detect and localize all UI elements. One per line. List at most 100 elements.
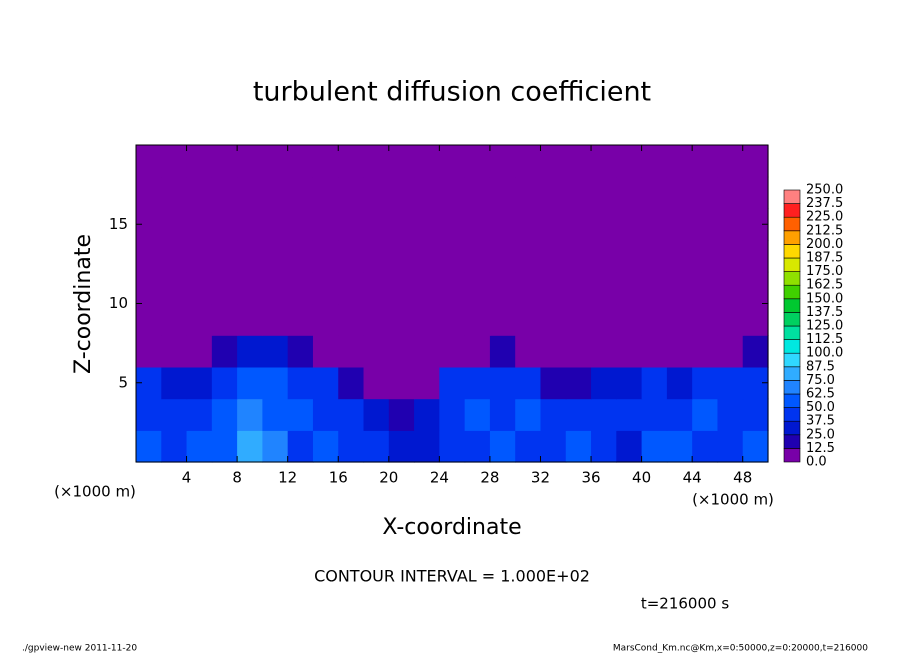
heatmap-cell xyxy=(338,430,365,463)
x-unit-label: (×1000 m) xyxy=(692,491,774,509)
colorbar-label: 150.0 xyxy=(806,291,843,306)
heatmap-cell xyxy=(742,271,769,305)
heatmap-cell xyxy=(515,208,542,241)
y-tick-label: 15 xyxy=(109,215,128,233)
heatmap-cell xyxy=(312,398,339,431)
heatmap-cell xyxy=(641,145,668,178)
heatmap-cell xyxy=(439,208,466,241)
x-tick-label: 16 xyxy=(329,469,348,487)
heatmap-cell xyxy=(540,145,567,178)
heatmap-cell xyxy=(565,208,592,241)
heatmap-cell xyxy=(489,335,516,368)
colorbar-label: 112.5 xyxy=(806,332,843,347)
y-tick-label: 10 xyxy=(109,294,128,312)
colorbar-label: 212.5 xyxy=(806,223,843,238)
heatmap-cell xyxy=(565,176,592,209)
colorbar-bin xyxy=(783,244,801,259)
colorbar-label: 12.5 xyxy=(806,441,835,456)
heatmap-cell xyxy=(692,366,719,400)
heatmap-cell xyxy=(515,271,542,305)
heatmap-cell xyxy=(237,176,263,209)
heatmap-cell xyxy=(186,176,213,209)
heatmap-cell xyxy=(414,430,440,463)
heatmap-cell xyxy=(591,335,617,368)
heatmap-cell xyxy=(489,398,516,431)
heatmap-cell xyxy=(616,176,643,209)
heatmap-cell xyxy=(616,240,643,273)
heatmap-cell xyxy=(161,303,188,336)
heatmap-cell xyxy=(161,208,188,241)
heatmap-cell xyxy=(742,240,769,273)
heatmap-cell xyxy=(338,208,365,241)
heatmap-cell xyxy=(464,335,491,368)
heatmap-cell xyxy=(439,398,466,431)
heatmap-cell xyxy=(237,366,263,400)
heatmap-cell xyxy=(388,145,415,178)
heatmap-cell xyxy=(717,271,744,305)
heatmap-cell xyxy=(515,366,542,400)
heatmap-cell xyxy=(237,208,263,241)
heatmap-cell xyxy=(439,145,466,178)
heatmap-cell xyxy=(388,335,415,368)
heatmap-cell xyxy=(388,366,415,400)
heatmap-cell xyxy=(237,271,263,305)
colorbar-bin xyxy=(783,366,801,381)
heatmap-cell xyxy=(287,303,314,336)
heatmap-cell xyxy=(666,366,693,400)
heatmap-cell xyxy=(489,176,516,209)
heatmap-cell xyxy=(287,335,314,368)
colorbar-label: 75.0 xyxy=(806,373,835,388)
heatmap-cell xyxy=(211,398,238,431)
colorbar-bin xyxy=(783,325,801,340)
heatmap-cell xyxy=(464,145,491,178)
colorbar-label: 100.0 xyxy=(806,346,843,361)
heatmap-cell xyxy=(161,271,188,305)
heatmap-cell xyxy=(262,208,289,241)
heatmap-cell xyxy=(312,271,339,305)
heatmap-cell xyxy=(312,208,339,241)
colorbar-label: 250.0 xyxy=(806,183,843,198)
heatmap-cell xyxy=(338,398,365,431)
heatmap-cell xyxy=(565,271,592,305)
heatmap-cell xyxy=(363,240,390,273)
heatmap-cell xyxy=(186,430,213,463)
heatmap-cell xyxy=(363,271,390,305)
heatmap-cell xyxy=(388,430,415,463)
heatmap-cell xyxy=(489,145,516,178)
colorbar-label: 137.5 xyxy=(806,305,843,320)
heatmap-cell xyxy=(237,398,263,431)
heatmap-cell xyxy=(439,335,466,368)
heatmap-cell xyxy=(136,240,162,273)
colorbar-label: 25.0 xyxy=(806,427,835,442)
heatmap-cell xyxy=(742,430,769,463)
heatmap-cell xyxy=(666,176,693,209)
x-tick-label: 4 xyxy=(182,469,192,487)
heatmap-cell xyxy=(717,366,744,400)
heatmap-cell xyxy=(439,430,466,463)
colorbar-label: 200.0 xyxy=(806,237,843,252)
heatmap-cell xyxy=(641,208,668,241)
colorbar-bin xyxy=(783,448,801,463)
heatmap-cell xyxy=(742,303,769,336)
heatmap-cell xyxy=(211,208,238,241)
heatmap-cell xyxy=(414,271,440,305)
y-tick-label: 5 xyxy=(118,373,128,391)
heatmap-cell xyxy=(666,398,693,431)
heatmap-cell xyxy=(414,398,440,431)
colorbar-bin xyxy=(783,203,801,218)
colorbar-label: 50.0 xyxy=(806,400,835,415)
heatmap-cell xyxy=(262,303,289,336)
heatmap-cell xyxy=(464,303,491,336)
colorbar-bin xyxy=(783,230,801,245)
heatmap-cell xyxy=(262,176,289,209)
heatmap-cell xyxy=(591,303,617,336)
heatmap-cell xyxy=(515,240,542,273)
heatmap-cell xyxy=(717,398,744,431)
heatmap-cell xyxy=(388,208,415,241)
heatmap-cell xyxy=(641,335,668,368)
heatmap-cell xyxy=(414,303,440,336)
y-axis-label: Z-coordinate xyxy=(71,234,96,374)
x-tick-label: 8 xyxy=(232,469,242,487)
heatmap-cell xyxy=(388,271,415,305)
